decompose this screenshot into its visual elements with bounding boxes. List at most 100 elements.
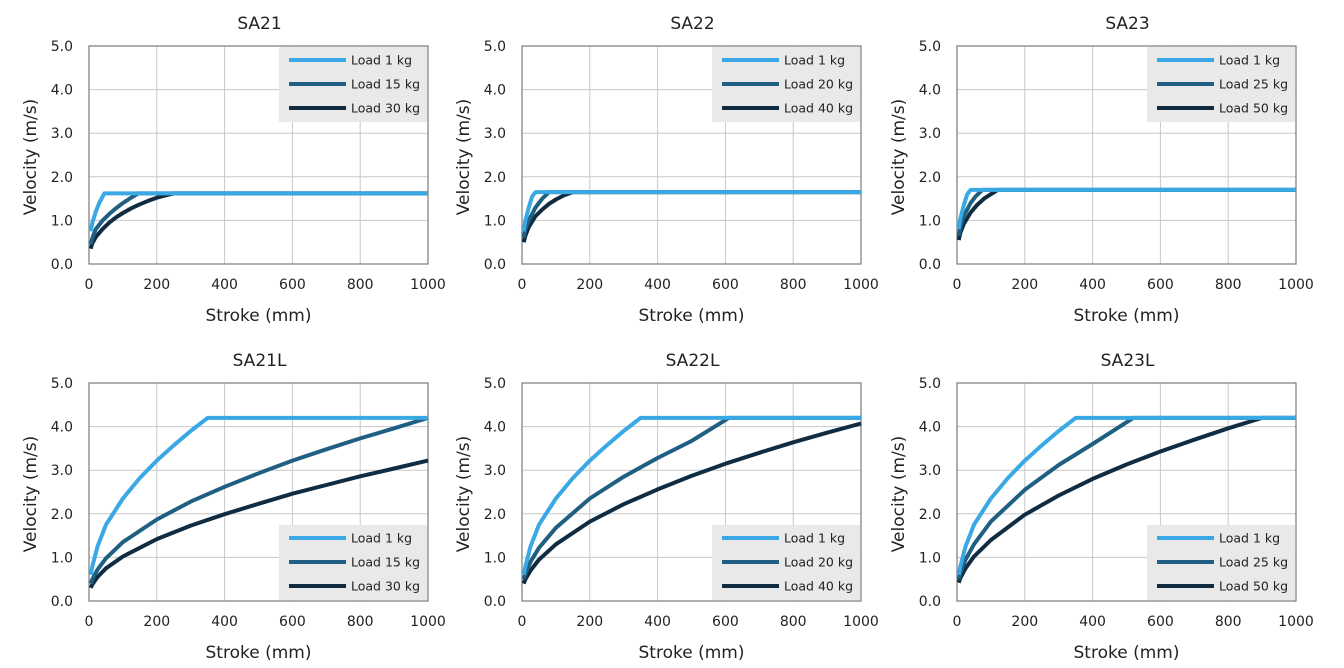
y-tick-label: 0.0 [51,257,73,273]
y-axis-label: Velocity (m/s) [454,436,474,553]
y-tick-label: 0.0 [919,594,941,610]
x-tick-label: 800 [780,277,807,293]
x-tick-label: 600 [712,614,739,630]
y-tick-label: 0.0 [484,257,506,273]
series-line [88,191,428,250]
series-line [521,415,861,576]
x-tick-label: 200 [143,277,170,293]
chart-title: SA21L [233,351,287,371]
legend-label: Load 1 kg [1219,53,1280,68]
y-tick-label: 3.0 [51,463,73,479]
x-tick-label: 1000 [410,277,446,293]
y-tick-label: 3.0 [484,126,506,142]
x-tick-label: 400 [211,277,238,293]
y-tick-label: 1.0 [919,213,941,229]
x-tick-label: 400 [644,614,671,630]
y-tick-label: 3.0 [51,126,73,142]
plot-frame [88,382,429,602]
legend-label: Load 40 kg [784,101,853,116]
x-tick-label: 0 [518,277,527,293]
x-tick-label: 800 [347,614,374,630]
series-line [956,187,1296,241]
legend-label: Load 1 kg [1219,531,1280,546]
x-tick-label: 1000 [410,614,446,630]
y-tick-label: 2.0 [484,507,506,523]
y-tick-label: 2.0 [919,507,941,523]
x-tick-label: 800 [780,614,807,630]
x-axis-label: Stroke (mm) [1074,306,1180,326]
x-tick-label: 200 [576,614,603,630]
y-tick-label: 4.0 [51,420,73,436]
series-line [88,415,428,576]
y-axis-label: Velocity (m/s) [454,99,474,216]
x-tick-label: 200 [576,277,603,293]
y-tick-label: 5.0 [484,376,506,392]
legend-label: Load 1 kg [784,53,845,68]
y-axis-label: Velocity (m/s) [21,99,41,216]
y-tick-label: 0.0 [484,594,506,610]
x-axis-label: Stroke (mm) [1074,643,1180,663]
y-tick-label: 3.0 [919,463,941,479]
x-tick-label: 600 [279,614,306,630]
series-line [956,415,1296,576]
legend-label: Load 30 kg [351,579,420,594]
legend-label: Load 15 kg [351,555,420,570]
x-tick-label: 800 [1215,277,1242,293]
chart-panel: 0 200 400 600 800 1000 0.0 1.0 2.0 3.0 4.0 5.0 SA22L… [454,351,879,663]
y-axis-label: Velocity (m/s) [889,99,909,216]
legend-label: Load 20 kg [784,77,853,92]
series-line [956,187,1296,230]
x-tick-label: 400 [1079,277,1106,293]
y-tick-label: 5.0 [51,39,73,55]
y-tick-label: 3.0 [484,463,506,479]
series-line [956,415,1296,584]
x-tick-label: 400 [1079,614,1106,630]
x-tick-label: 400 [644,277,671,293]
x-tick-label: 1000 [1278,277,1314,293]
legend-label: Load 1 kg [351,53,412,68]
y-tick-label: 2.0 [51,507,73,523]
y-tick-label: 2.0 [484,170,506,186]
plot-frame [956,382,1297,602]
y-tick-label: 2.0 [51,170,73,186]
x-tick-label: 1000 [843,614,879,630]
x-tick-label: 800 [347,277,374,293]
x-tick-label: 0 [518,614,527,630]
y-tick-label: 4.0 [484,83,506,99]
y-tick-label: 4.0 [919,83,941,99]
y-tick-label: 3.0 [919,126,941,142]
x-tick-label: 1000 [843,277,879,293]
legend-label: Load 50 kg [1219,579,1288,594]
series-line [521,190,861,243]
x-tick-label: 400 [211,614,238,630]
series-line [521,190,861,232]
plot-frame [956,45,1297,265]
legend-label: Load 20 kg [784,555,853,570]
legend-label: Load 15 kg [351,77,420,92]
chart-panel: 0 200 400 600 800 1000 0.0 1.0 2.0 3.0 4.0 5.0 SA23L… [889,351,1314,663]
series-line [88,191,428,232]
series-line [88,458,429,589]
series-line [88,415,429,585]
chart-panel: 0 200 400 600 800 1000 0.0 1.0 2.0 3.0 4.0 5.0 SA23 S… [889,14,1314,326]
legend-label: Load 40 kg [784,579,853,594]
y-tick-label: 0.0 [919,257,941,273]
x-axis-label: Stroke (mm) [639,306,745,326]
chart-title: SA22 [670,14,714,34]
y-tick-label: 4.0 [51,83,73,99]
x-tick-label: 0 [85,277,94,293]
x-tick-label: 200 [1011,614,1038,630]
y-tick-label: 1.0 [484,213,506,229]
y-tick-label: 1.0 [51,213,73,229]
y-tick-label: 4.0 [484,420,506,436]
series-line [956,187,1296,237]
x-tick-label: 600 [1147,277,1174,293]
chart-panel: 0 200 400 600 800 1000 0.0 1.0 2.0 3.0 4.0 5.0 SA21 S… [21,14,446,326]
chart-title: SA23 [1105,14,1149,34]
series-line [521,190,861,239]
y-axis-label: Velocity (m/s) [889,436,909,553]
x-tick-label: 600 [1147,614,1174,630]
x-axis-label: Stroke (mm) [206,643,312,663]
y-tick-label: 5.0 [51,376,73,392]
